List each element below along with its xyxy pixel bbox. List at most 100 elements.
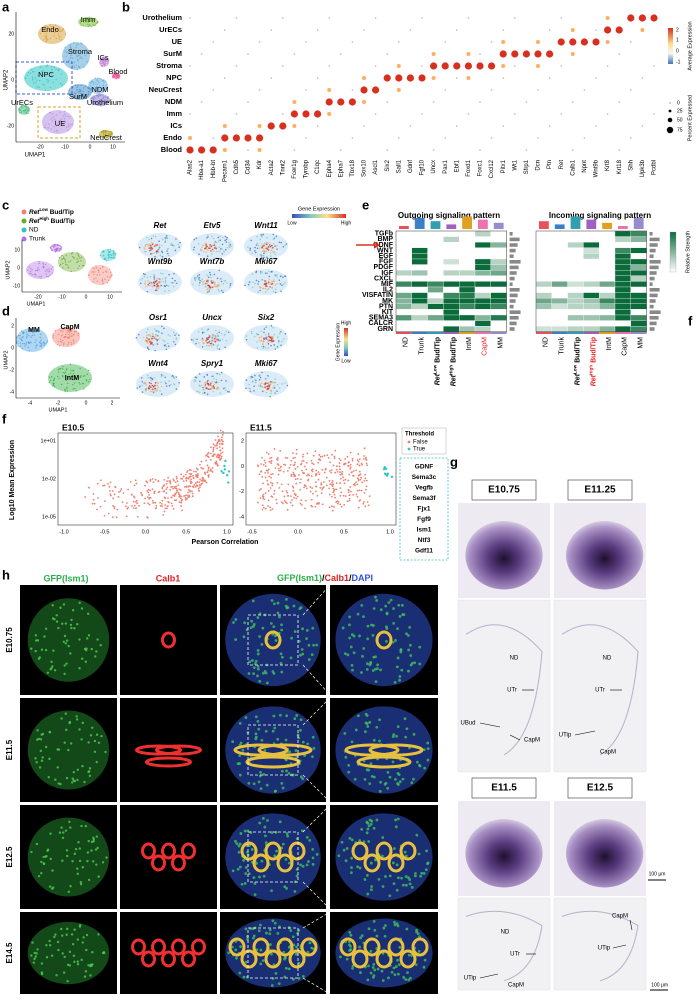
gene-point (111, 516, 114, 518)
cell-dot (45, 270, 47, 272)
cell-dot (41, 70, 43, 73)
gene-point (322, 481, 325, 483)
cell-dot (85, 97, 87, 100)
cell-dot (401, 613, 405, 616)
cell-dot (46, 340, 49, 342)
cell-dot (151, 247, 154, 250)
cell-dot (45, 36, 47, 38)
gene-point (349, 451, 352, 454)
cell-dot (277, 341, 280, 344)
cell-dot (266, 241, 269, 244)
legend-title: Relative Strength (685, 231, 691, 273)
cell-dot (154, 336, 157, 338)
cell-dot (100, 99, 102, 101)
row-total-bar (509, 265, 519, 270)
gene-label: Epha7 (338, 159, 344, 177)
cell-dot (202, 283, 204, 286)
cell-dot (69, 334, 71, 336)
heatmap-cell (535, 303, 552, 310)
cell-dot (266, 288, 269, 291)
annotation-arrow (629, 919, 633, 931)
cell-dot (265, 783, 269, 787)
cell-dot (75, 92, 77, 94)
cell-dot (56, 766, 59, 769)
cell-dot (64, 335, 66, 338)
cell-dot (154, 384, 156, 387)
cell-dot (286, 384, 289, 387)
gene-point (271, 484, 274, 487)
cell-dot (39, 340, 41, 343)
cell-dot (260, 643, 264, 646)
cell-dot (56, 249, 58, 251)
cell-dot (221, 243, 224, 246)
expression-dot (479, 53, 481, 55)
gene-point (138, 505, 140, 507)
cell-dot (170, 282, 173, 284)
cell-dot (45, 65, 48, 68)
cell-dot (350, 740, 354, 744)
heatmap-cell (630, 309, 647, 316)
gene-point (268, 460, 271, 463)
cell-dot (374, 595, 377, 599)
cell-dot (153, 282, 156, 285)
cell-dot (242, 635, 246, 639)
expression-dot (605, 16, 610, 20)
gene-point (265, 451, 268, 454)
cell-dot (79, 883, 83, 886)
gene-point (294, 474, 296, 477)
cell-dot (307, 860, 310, 863)
cell-dot (161, 251, 164, 254)
cell-dot (247, 872, 251, 876)
cell-dot (307, 658, 311, 661)
cell-dot (53, 669, 57, 672)
heatmap-title: Incoming signaling pattern (549, 211, 651, 220)
cell-dot (149, 390, 152, 393)
cell-dot (305, 628, 309, 632)
cell-dot (262, 287, 264, 290)
heatmap-cell (490, 253, 507, 260)
cell-dot (69, 826, 72, 829)
cell-dot (358, 634, 361, 638)
gene-point (304, 499, 307, 502)
heatmap-cell (395, 326, 412, 332)
cell-dot (405, 927, 409, 931)
cell-dot (79, 367, 81, 370)
row-total-bar (649, 248, 656, 253)
cell-dot (40, 277, 42, 279)
cell-dot (29, 272, 31, 275)
cell-dot (218, 331, 221, 334)
cell-dot (274, 291, 277, 294)
cell-dot (61, 258, 63, 260)
heatmap-cell (395, 292, 412, 299)
gene-point (144, 484, 146, 487)
gene-point (262, 482, 264, 485)
cell-dot (288, 750, 292, 754)
cell-dot (224, 235, 227, 238)
annotation-arrow (574, 730, 596, 736)
cell-dot (201, 246, 203, 249)
cell-dot (85, 49, 87, 51)
cell-dot (57, 247, 59, 249)
gene-point (109, 481, 112, 484)
cell-dot (144, 273, 146, 276)
cell-dot (76, 258, 78, 260)
cell-dot (153, 278, 156, 280)
gene-point (147, 488, 150, 491)
cell-dot (104, 96, 107, 98)
cell-dot (274, 348, 277, 350)
cell-dot (207, 280, 209, 282)
group-bar (414, 218, 425, 229)
cell-dot (265, 247, 268, 250)
cell-dot (36, 269, 38, 271)
cell-dot (175, 238, 177, 240)
cell-dot (87, 770, 91, 773)
legend-tick: Low (287, 220, 297, 226)
cell-dot (172, 331, 175, 334)
cell-dot (139, 385, 142, 387)
gene-point (189, 480, 192, 483)
cell-dot (101, 87, 103, 90)
panel-letter: f (2, 411, 7, 426)
cell-dot (261, 271, 263, 274)
heatmap-cell (427, 320, 444, 327)
gene-point (262, 493, 265, 496)
